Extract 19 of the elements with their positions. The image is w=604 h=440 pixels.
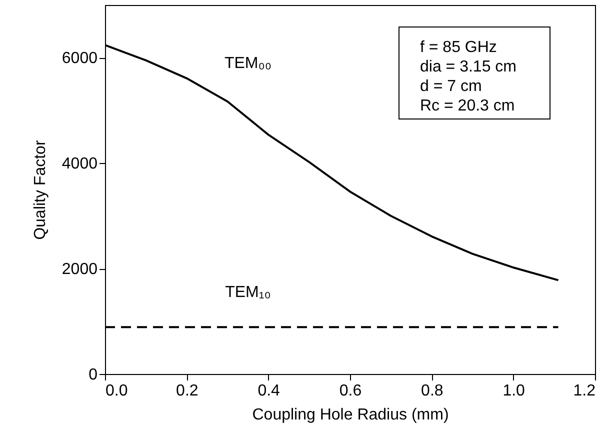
y-tick-label: 0 (88, 366, 98, 384)
y-tick-label: 6000 (62, 50, 98, 68)
annotation: dia = 3.15 cm (420, 58, 516, 76)
annotation: TEM₀₀ (224, 55, 272, 72)
annotation: Rc = 20.3 cm (420, 98, 515, 114)
x-tick-label: 0.8 (421, 382, 444, 400)
x-tick-label: 1.2 (573, 382, 596, 400)
annotation: TEM₁₀ (225, 284, 271, 301)
x-tick-label: 1.0 (502, 382, 526, 400)
y-tick-label: 2000 (62, 261, 98, 278)
x-tick-label: 0.2 (176, 382, 198, 400)
x-axis-title: Coupling Hole Radius (mm) (252, 406, 449, 424)
y-tick-label: 4000 (62, 156, 98, 173)
x-tick-label: 0.0 (106, 382, 128, 400)
annotation: f = 85 GHz (420, 39, 497, 56)
x-tick-label: 0.4 (258, 382, 280, 400)
x-tick-label: 0.6 (339, 382, 362, 400)
y-axis-title: Quality Factor (32, 140, 49, 240)
annotation: d = 7 cm (420, 78, 482, 95)
